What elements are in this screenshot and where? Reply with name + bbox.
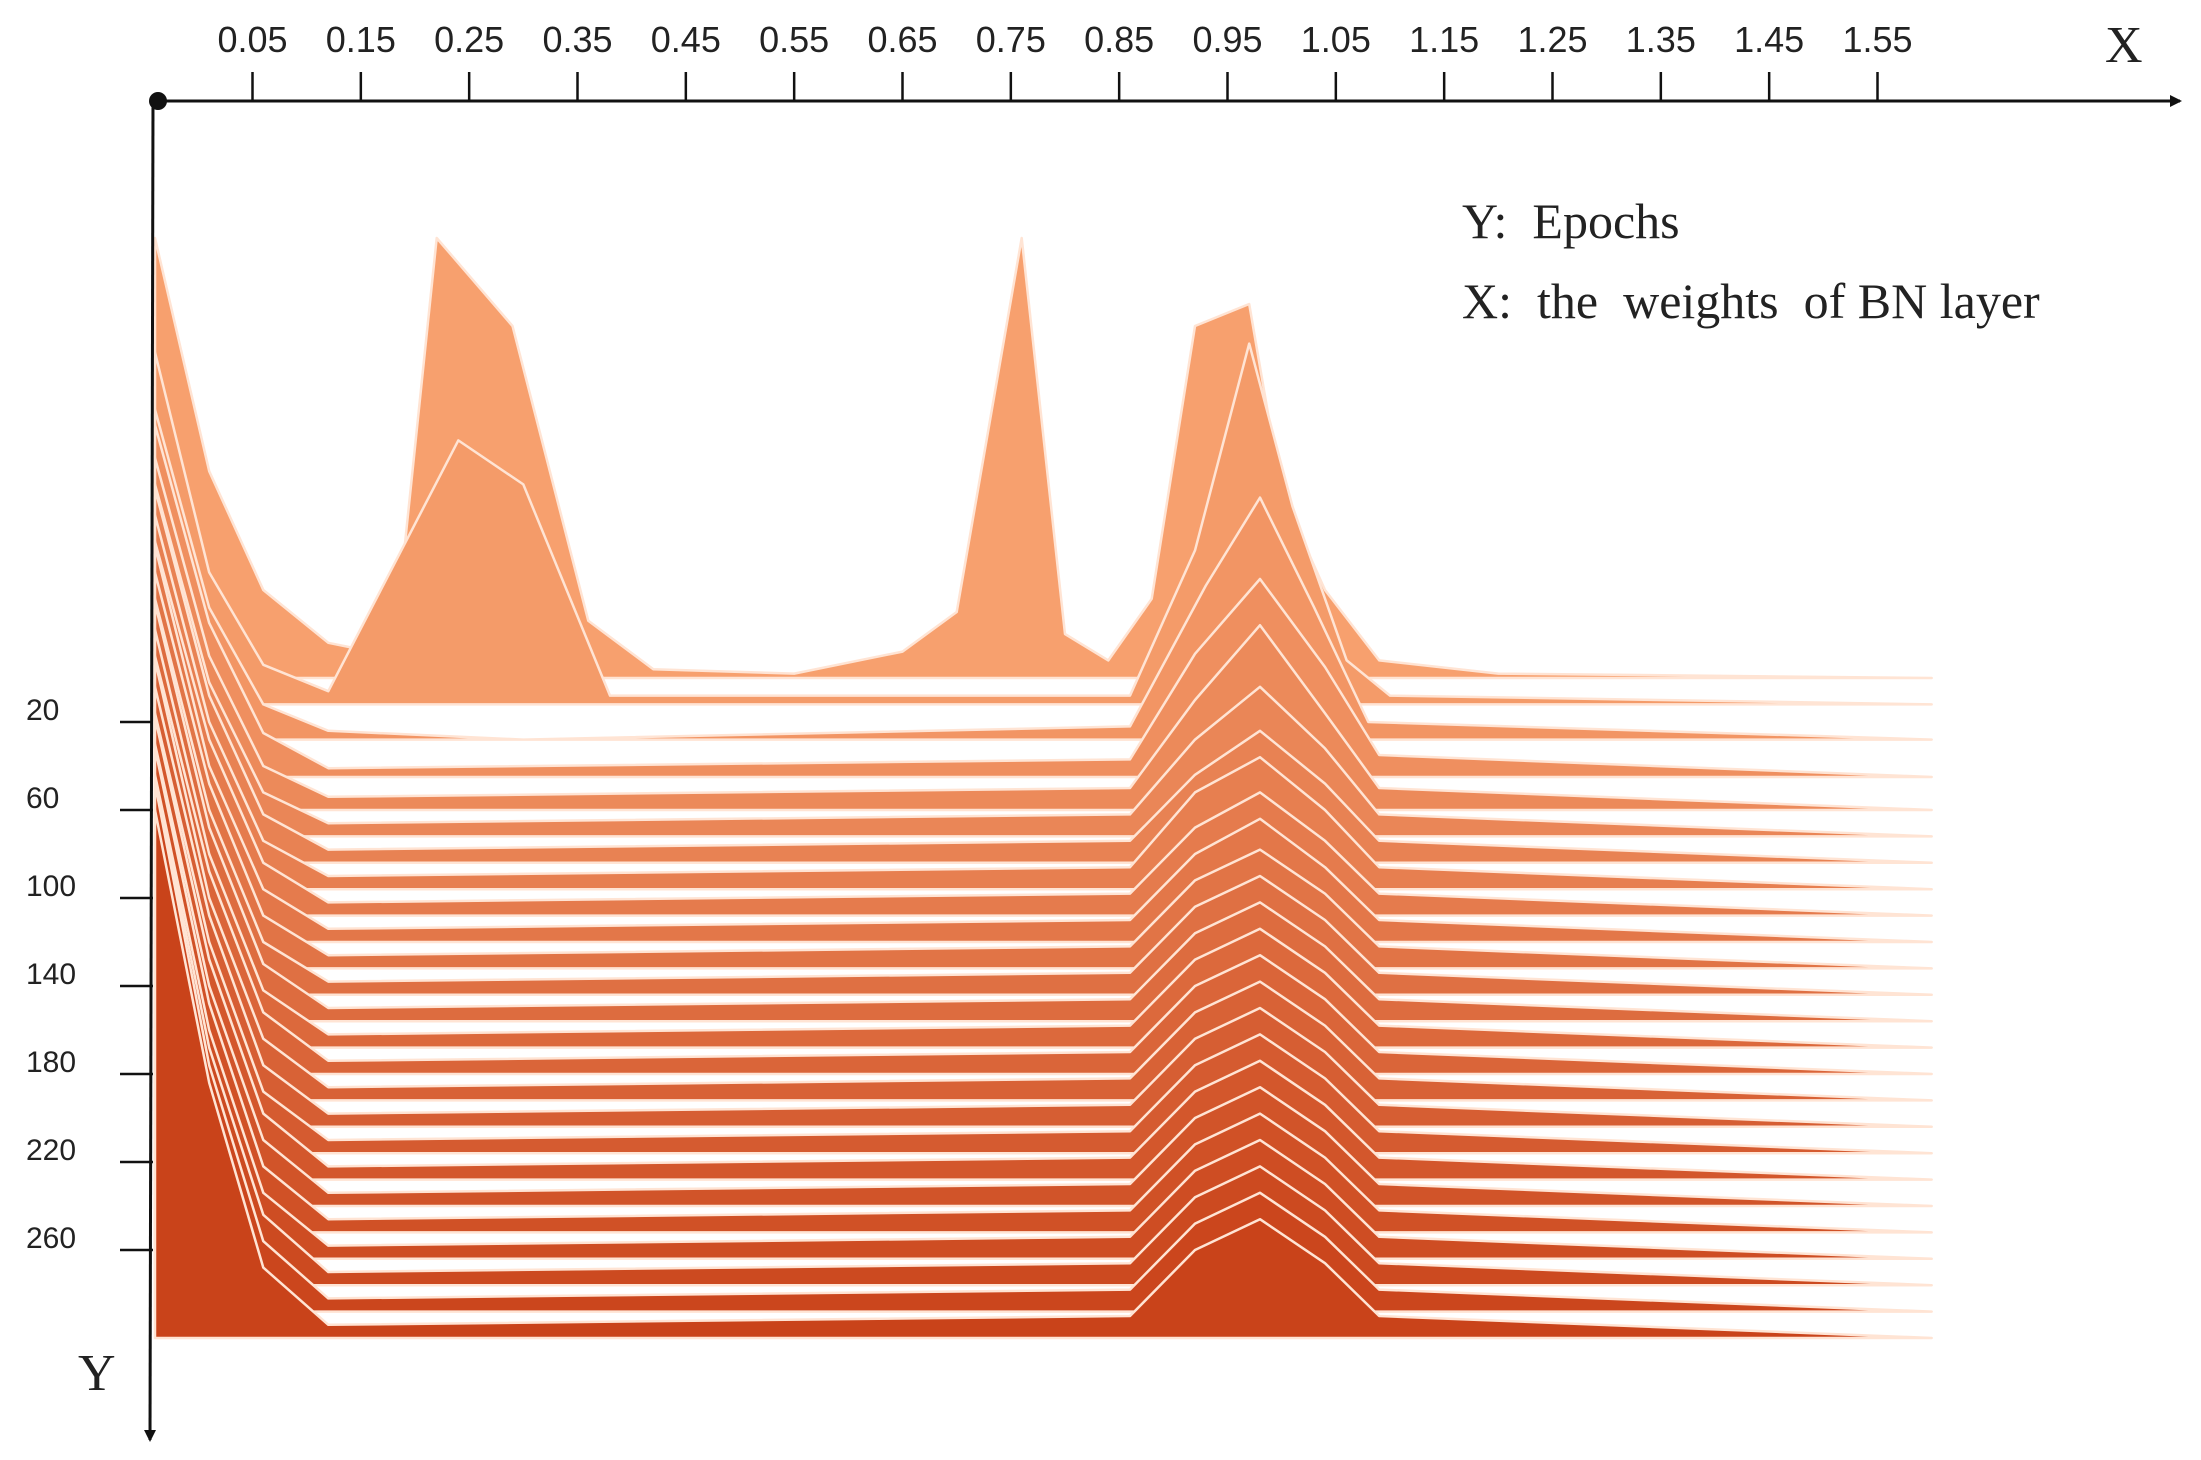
y-tick-label: 20 [26,694,59,727]
ridge-epoch-12 [153,342,1933,706]
x-tick-label: 1.15 [1409,19,1479,60]
y-axis-label: Y [78,1345,116,1402]
ridge-epoch-168 [153,628,1933,1049]
ridge-epoch-228 [153,716,1933,1181]
ridge-epoch-96 [153,513,1933,891]
legend-line-x: X: the weights of BN layer [1462,273,2040,329]
ridge-epoch-240 [153,742,1933,1208]
ridge-epoch-252 [153,747,1933,1234]
ridge-epoch-300 [153,808,1933,1340]
y-ticks: 20 60 100 140 180 220 260 [26,694,153,1255]
x-tick-label: 1.35 [1626,19,1696,60]
legend-line-y: Y: Epochs [1462,193,1680,249]
x-tick-label: 0.55 [759,19,829,60]
x-tick-label: 1.25 [1517,19,1587,60]
y-axis-line [144,100,157,1442]
ridge-epoch-60 [153,456,1933,812]
ridge-epoch-276 [153,777,1933,1287]
ridge-epoch-28 [153,408,1933,741]
x-tick-label: 0.05 [217,19,287,60]
ridge-epoch-72 [153,483,1933,838]
x-tick-label: 1.45 [1734,19,1804,60]
ridge-epoch-108 [153,540,1933,917]
y-tick-label: 140 [26,958,76,991]
y-tick-label: 220 [26,1134,76,1167]
x-tick-label: 0.35 [542,19,612,60]
ridge-epoch-264 [153,773,1933,1261]
axes: 0.05 0.15 0.25 0.35 0.45 0.55 0.65 0.75 0.85 0.95… [26,17,2182,1442]
ridge-epoch-288 [153,782,1933,1313]
ridge-epoch-132 [153,571,1933,970]
x-axis-label: X [2105,17,2143,74]
ridge-epoch-180 [153,654,1933,1076]
x-tick-label: 0.45 [651,19,721,60]
ridge-epoch-84 [153,487,1933,865]
ridge-epoch-216 [153,711,1933,1155]
ridge-epoch-156 [153,601,1933,1023]
ridge-epoch-0 [153,236,1933,680]
x-tick-label: 0.85 [1084,19,1154,60]
x-tick-label: 0.15 [326,19,396,60]
ridge-epoch-144 [153,597,1933,997]
y-tick-label: 180 [26,1046,76,1079]
x-ticks: 0.05 0.15 0.25 0.35 0.45 0.55 0.65 0.75 0.85 0.95… [217,19,1913,101]
x-tick-label: 0.25 [434,19,504,60]
ridge-layer [153,236,1933,1340]
x-tick-label: 0.95 [1192,19,1262,60]
ridge-epoch-204 [153,685,1933,1129]
x-tick-label: 1.05 [1301,19,1371,60]
x-tick-label: 0.65 [867,19,937,60]
ridge-epoch-192 [153,659,1933,1102]
y-tick-label: 100 [26,870,76,903]
y-tick-label: 60 [26,782,59,815]
ridge-epoch-120 [153,544,1933,944]
x-tick-label: 1.55 [1842,19,1912,60]
legend: Y: Epochs X: the weights of BN layer [1462,193,2040,329]
y-tick-label: 260 [26,1222,76,1255]
x-tick-label: 0.75 [976,19,1046,60]
ridge-epoch-45 [153,423,1933,779]
